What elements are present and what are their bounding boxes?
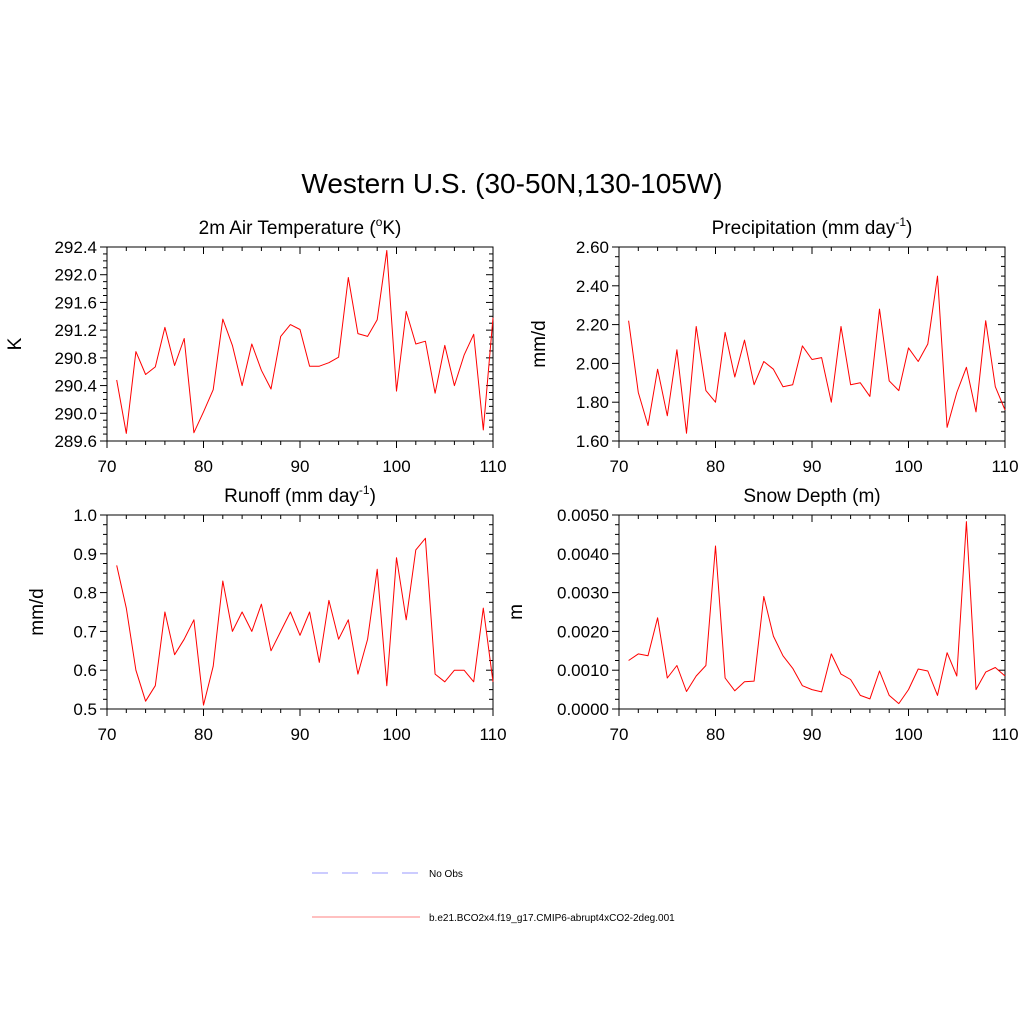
chart-panel-1: 2m Air Temperature (oK) 289.6 290.0 290.4 29… <box>5 215 507 476</box>
panel-title-text: Precipitation (mm day <box>712 218 896 239</box>
x-tick-label: 80 <box>706 725 725 744</box>
y-axis-label: m <box>506 604 527 620</box>
y-tick-label: 2.60 <box>576 238 609 257</box>
panel-title-superscript: -1 <box>359 483 370 497</box>
y-tick-label: 292.4 <box>54 238 97 257</box>
x-tick-label: 80 <box>194 457 213 476</box>
y-tick-label: 0.0020 <box>557 622 609 641</box>
x-tick-label: 110 <box>479 725 506 744</box>
x-tick-label: 100 <box>382 457 410 476</box>
y-tick-label: 0.9 <box>73 545 97 564</box>
panel-title-text: Snow Depth (m) <box>743 486 880 507</box>
y-axis-label: mm/d <box>27 588 48 636</box>
y-tick-label: 0.0040 <box>557 545 609 564</box>
y-tick-label: 0.6 <box>73 661 97 680</box>
y-tick-label: 0.8 <box>73 584 97 603</box>
panel-title: Runoff (mm day-1) <box>224 483 376 507</box>
x-tick-label: 90 <box>291 457 310 476</box>
panel-title: 2m Air Temperature (oK) <box>199 215 402 239</box>
y-tick-label: 1.60 <box>576 432 609 451</box>
x-tick-label: 100 <box>382 725 410 744</box>
chart-panel-4: Snow Depth (m) 0.0000 0.0010 0.0020 0.0030 0.… <box>506 486 1019 744</box>
series-line <box>116 250 494 434</box>
y-tick-label: 291.2 <box>54 321 97 340</box>
x-tick-label: 70 <box>98 457 117 476</box>
series-line <box>628 521 1006 705</box>
figure-title: Western U.S. (30-50N,130-105W) <box>301 168 722 199</box>
panel-title-superscript: o <box>376 215 383 229</box>
y-tick-label: 0.5 <box>73 700 97 719</box>
y-tick-label: 0.0030 <box>557 584 609 603</box>
y-tick-label: 292.0 <box>54 266 97 285</box>
y-axis-label: K <box>5 337 26 350</box>
panel-title-suffix: ) <box>906 218 912 239</box>
series-line <box>628 275 1006 434</box>
legend: No Obs b.e21.BCO2x4.f19_g17.CMIP6-abrupt4… <box>312 869 675 924</box>
y-tick-label: 290.8 <box>54 349 97 368</box>
panel-title-text: Runoff (mm day <box>224 486 359 507</box>
panel-title: Snow Depth (m) <box>743 486 880 507</box>
y-tick-label: 291.6 <box>54 293 97 312</box>
y-tick-label: 290.4 <box>54 377 97 396</box>
y-tick-label: 1.80 <box>576 393 609 412</box>
chart-panel-3: Runoff (mm day-1) 0.5 0.6 0.7 0.8 0.9 1.0 70 80 9… <box>27 483 507 744</box>
x-tick-label: 70 <box>98 725 117 744</box>
y-tick-label: 1.0 <box>73 506 97 525</box>
y-tick-label: 289.6 <box>54 432 97 451</box>
y-tick-label: 0.0010 <box>557 661 609 680</box>
chart-panels: 2m Air Temperature (oK)289.6290.0290.429… <box>5 215 1019 744</box>
y-tick-label: 2.40 <box>576 277 609 296</box>
x-tick-label: 90 <box>291 725 310 744</box>
x-tick-label: 110 <box>991 725 1018 744</box>
x-tick-label: 110 <box>991 457 1018 476</box>
x-tick-label: 80 <box>706 457 725 476</box>
y-tick-label: 0.0000 <box>557 700 609 719</box>
y-tick-label: 0.7 <box>73 622 97 641</box>
legend-label-1: No Obs <box>429 869 463 880</box>
plot-frame <box>618 514 1006 710</box>
x-tick-label: 90 <box>803 725 822 744</box>
y-tick-label: 290.0 <box>54 404 97 423</box>
y-tick-label: 2.00 <box>576 354 609 373</box>
x-tick-label: 100 <box>894 725 922 744</box>
x-tick-label: 90 <box>803 457 822 476</box>
plot-frame <box>618 246 1006 442</box>
x-tick-label: 100 <box>894 457 922 476</box>
panel-title-superscript: -1 <box>895 215 906 229</box>
plot-frame <box>106 246 494 442</box>
x-tick-label: 70 <box>610 725 629 744</box>
chart-panel-2: Precipitation (mm day-1) 1.60 1.80 2.00 2.20… <box>529 215 1019 476</box>
legend-label-2: b.e21.BCO2x4.f19_g17.CMIP6-abrupt4xCO2-2… <box>429 913 675 924</box>
panel-title-suffix: ) <box>370 486 376 507</box>
series-line <box>116 537 494 706</box>
y-tick-label: 0.0050 <box>557 506 609 525</box>
x-tick-label: 80 <box>194 725 213 744</box>
y-axis-label: mm/d <box>529 320 550 368</box>
panel-title: Precipitation (mm day-1) <box>712 215 913 239</box>
y-tick-label: 2.20 <box>576 316 609 335</box>
x-tick-label: 70 <box>610 457 629 476</box>
panel-title-suffix: K) <box>382 218 401 239</box>
x-tick-label: 110 <box>479 457 506 476</box>
panel-title-text: 2m Air Temperature ( <box>199 218 377 239</box>
